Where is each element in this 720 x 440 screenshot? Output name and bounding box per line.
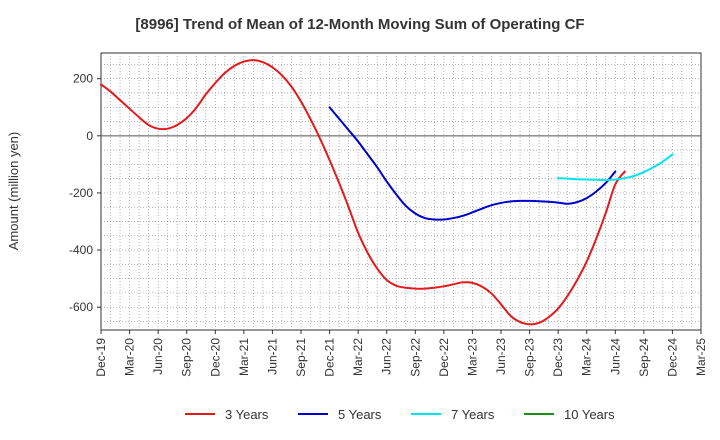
plot-area xyxy=(100,52,702,331)
x-tick-label: Jun-23 xyxy=(494,338,508,375)
x-tick-label: Mar-21 xyxy=(237,338,251,376)
series-line-3-years xyxy=(100,59,626,326)
y-tick-label: 200 xyxy=(73,72,93,86)
chart-title: [8996] Trend of Mean of 12-Month Moving … xyxy=(135,16,584,33)
x-tick-label: Mar-23 xyxy=(465,338,479,376)
legend-label-7-years: 7 Years xyxy=(451,407,495,422)
x-tick-label: Jun-22 xyxy=(380,338,394,375)
y-tick-label: 0 xyxy=(86,129,93,143)
series-layer xyxy=(100,59,674,326)
legend: 3 Years 5 Years 7 Years 10 Years xyxy=(185,407,615,422)
x-tick-label: Sep-23 xyxy=(523,338,537,377)
x-tick-label: Dec-24 xyxy=(665,338,679,377)
y-tick-label: -200 xyxy=(69,186,93,200)
x-tick-label: Mar-24 xyxy=(580,338,594,376)
y-axis-label: Amount (million yen) xyxy=(6,132,21,251)
x-tick-label: Jun-24 xyxy=(608,338,622,375)
y-tick-label: -400 xyxy=(69,243,93,257)
x-tick-label: Dec-22 xyxy=(437,338,451,377)
x-tick-label: Mar-20 xyxy=(123,338,137,376)
x-tick-label: Jun-21 xyxy=(265,338,279,375)
x-tick-label: Sep-24 xyxy=(637,338,651,377)
x-tick-label: Sep-21 xyxy=(294,338,308,377)
x-tick-label: Dec-20 xyxy=(208,338,222,377)
x-tick-label: Sep-22 xyxy=(408,338,422,377)
x-axis-ticks: Dec-19 Mar-20 Jun-20 Sep-20 Dec-20 Mar-21 Jun-… xyxy=(94,330,708,377)
x-tick-label: Mar-22 xyxy=(351,338,365,376)
x-tick-label: Jun-20 xyxy=(151,338,165,375)
x-tick-label: Sep-20 xyxy=(180,338,194,377)
grid-layer xyxy=(101,53,701,330)
x-tick-label: Dec-19 xyxy=(94,338,108,377)
series-line-5-years xyxy=(328,106,617,221)
legend-label-3-years: 3 Years xyxy=(225,407,269,422)
x-tick-label: Dec-21 xyxy=(323,338,337,377)
y-tick-label: -600 xyxy=(69,300,93,314)
legend-label-10-years: 10 Years xyxy=(564,407,615,422)
series-line-7-years xyxy=(557,153,674,182)
x-tick-label: Dec-23 xyxy=(551,338,565,377)
legend-label-5-years: 5 Years xyxy=(338,407,382,422)
x-tick-label: Mar-25 xyxy=(694,338,708,376)
y-axis-ticks: 200 0 -200 -400 -600 xyxy=(69,72,101,314)
